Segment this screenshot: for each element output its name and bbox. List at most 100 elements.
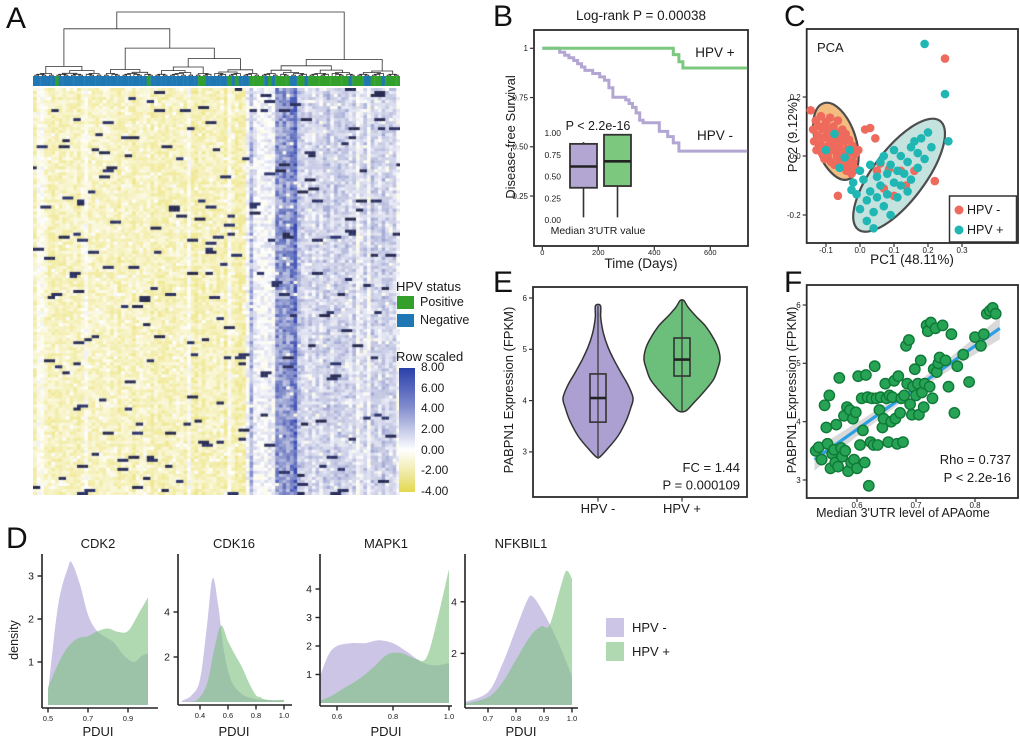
chart-element	[886, 210, 895, 220]
chart-element	[879, 201, 889, 211]
corr-xlabel: Median 3'UTR level of APAome	[816, 506, 990, 520]
sample-dendrogram	[34, 11, 399, 76]
positive-label: Positive	[420, 295, 464, 309]
chart-element	[920, 39, 929, 49]
chart-element: 1	[524, 44, 529, 53]
chart-element	[892, 370, 905, 383]
density-title-cdk2: CDK2	[80, 536, 116, 551]
pca-ylabel: PC2 (9.12%)	[785, 97, 800, 173]
chart-element	[816, 111, 826, 121]
chart-element: 0.7	[83, 714, 93, 723]
chart-element	[927, 142, 936, 152]
km-title: Log-rank P = 0.00038	[576, 8, 706, 23]
panel-c-label: C	[784, 0, 806, 33]
chart-element: 4	[523, 396, 528, 405]
colorbar-tick: 0.00	[421, 443, 445, 457]
pca-legend-box	[948, 195, 1018, 243]
negative-swatch	[397, 313, 414, 327]
hpv-status-strip	[33, 76, 400, 86]
colorbar-tick: 4.00	[421, 401, 445, 415]
chart-element	[871, 439, 884, 451]
chart-element: 0.0	[854, 246, 866, 255]
chart-element: HPV +	[967, 223, 1003, 237]
chart-element: 0.75	[544, 150, 561, 160]
chart-element: HPV +	[695, 45, 735, 60]
chart-element	[855, 204, 865, 214]
chart-element: 0.25	[544, 193, 561, 203]
pca-plot: -0.1 0.0 0.1 0.2 0.3 0.2 0.0 -0.2 PCA HPV - HPV +	[787, 28, 1019, 255]
chart-element: Rho = 0.737	[940, 452, 1011, 467]
chart-element	[945, 328, 958, 341]
chart-element	[858, 456, 871, 469]
chart-element: 600	[704, 248, 717, 257]
chart-element	[897, 436, 909, 449]
chart-element	[903, 187, 912, 196]
chart-element: 0.6	[851, 501, 863, 510]
chart-element	[823, 389, 836, 402]
colorbar-tick: 2.00	[421, 422, 445, 436]
chart-element	[896, 181, 906, 190]
chart-element	[913, 148, 923, 158]
chart-element	[849, 406, 862, 419]
chart-element: 0.2	[790, 93, 802, 102]
panel-a-label: A	[6, 2, 27, 35]
chart-element: 0.4	[195, 711, 205, 720]
chart-element	[872, 172, 882, 181]
density-subplot-cdk2: 1 2 3 0.5 0.7 0.9	[28, 554, 158, 723]
violin-ylabel: PABPN1 Expression (FPKM)	[501, 306, 516, 474]
chart-element	[833, 191, 843, 201]
panel-e-label: E	[493, 266, 514, 299]
chart-element	[862, 196, 872, 205]
chart-element: 4	[796, 417, 801, 426]
chart-element	[830, 129, 839, 139]
chart-element: 0.5	[43, 714, 53, 723]
chart-element: 5	[523, 345, 528, 354]
corr-points	[809, 302, 1002, 492]
chart-element: P < 2.2e-16	[566, 119, 631, 133]
chart-element: 0.3	[956, 246, 968, 255]
chart-element: 0.8	[969, 501, 981, 510]
chart-element: 0.50	[544, 172, 561, 182]
chart-element	[673, 337, 691, 377]
hpv-legend-title: HPV status	[396, 279, 462, 294]
chart-element	[898, 389, 911, 402]
correlation-plot: 0.6 0.7 0.8 6 5 4 3 Rho = 0.737 P < 2.2e-16	[796, 284, 1019, 510]
chart-element	[893, 193, 902, 202]
chart-element	[806, 106, 815, 115]
pdui-xlabel: PDUI	[218, 724, 250, 739]
chart-element	[920, 154, 929, 164]
density-title-mapk1: MAPK1	[363, 536, 409, 551]
chart-element	[872, 193, 882, 202]
chart-element	[974, 339, 987, 352]
chart-element	[854, 439, 866, 451]
density-area-hpv_pos	[48, 597, 148, 705]
km-plot: 1 0.75 0.50 0.25 0 200 400 600 HPV + HPV - 1.00 0.7…	[512, 29, 749, 257]
chart-element	[896, 151, 906, 161]
panel-d-label: D	[6, 522, 28, 555]
chart-element: 0.50	[512, 143, 528, 152]
chart-element: 0.8	[511, 714, 521, 723]
density-area-hpv_neg	[181, 577, 284, 702]
chart-element: 1.0	[567, 714, 577, 723]
chart-element: 2	[451, 648, 457, 660]
chart-element: P < 2.2e-16	[944, 470, 1011, 485]
km-curve-hpv-pos	[542, 46, 748, 70]
chart-element	[942, 380, 955, 393]
chart-element	[893, 166, 902, 176]
chart-element	[936, 319, 949, 332]
chart-element	[940, 89, 950, 99]
chart-element: 0.7	[483, 714, 493, 723]
chart-element	[977, 328, 990, 341]
chart-element	[832, 460, 844, 473]
km-plot-border	[533, 29, 749, 247]
chart-element	[860, 369, 872, 381]
chart-element	[865, 187, 875, 196]
chart-element	[857, 424, 869, 437]
chart-element: HPV -	[581, 501, 616, 516]
colorbar-title: Row scaled	[396, 349, 464, 364]
chart-element	[862, 216, 872, 226]
chart-element	[872, 166, 882, 176]
chart-element: HPV +	[663, 501, 701, 516]
density-area-hpv_pos	[465, 570, 572, 705]
chart-element	[957, 348, 970, 361]
